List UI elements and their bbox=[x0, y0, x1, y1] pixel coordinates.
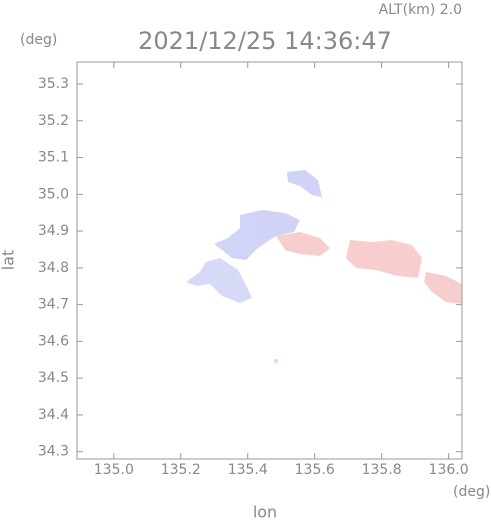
subtitle: ALT(km) 2.0 bbox=[379, 2, 462, 18]
x-tick-label: 135.2 bbox=[161, 462, 201, 478]
echo-blue bbox=[186, 258, 252, 303]
echo-areas bbox=[186, 170, 462, 363]
y-tick-label: 35.1 bbox=[38, 150, 69, 166]
y-tick-label: 34.8 bbox=[38, 260, 69, 276]
y-tick-label: 34.6 bbox=[38, 333, 69, 349]
y-tick-label: 34.4 bbox=[38, 407, 69, 423]
x-axis-label: lon bbox=[253, 503, 277, 521]
y-tick-label: 34.5 bbox=[38, 370, 69, 386]
x-tick-label: 136.0 bbox=[429, 462, 469, 478]
y-tick-label: 35.2 bbox=[38, 113, 69, 129]
echo-blue bbox=[287, 170, 322, 197]
y-tick-label: 34.7 bbox=[38, 297, 69, 313]
echo-blue bbox=[214, 210, 300, 260]
chart-title: 2021/12/25 14:36:47 bbox=[138, 27, 392, 55]
echo-pink bbox=[346, 240, 422, 278]
x-tick-label: 135.0 bbox=[94, 462, 134, 478]
echo-pink bbox=[274, 359, 278, 363]
y-tick-label: 35.0 bbox=[38, 186, 69, 202]
x-tick-label: 135.4 bbox=[228, 462, 268, 478]
plot-frame bbox=[76, 61, 463, 460]
x-tick-label: 135.6 bbox=[295, 462, 335, 478]
echo-pink bbox=[276, 232, 330, 256]
y-axis-label: lat bbox=[0, 250, 18, 271]
y-unit: (deg) bbox=[20, 32, 57, 48]
x-tick-label: 135.8 bbox=[362, 462, 402, 478]
y-tick-label: 34.3 bbox=[38, 444, 69, 460]
y-tick-label: 34.9 bbox=[38, 223, 69, 239]
x-unit: (deg) bbox=[453, 484, 490, 500]
echo-pink bbox=[424, 272, 462, 304]
y-tick-label: 35.3 bbox=[38, 76, 69, 92]
